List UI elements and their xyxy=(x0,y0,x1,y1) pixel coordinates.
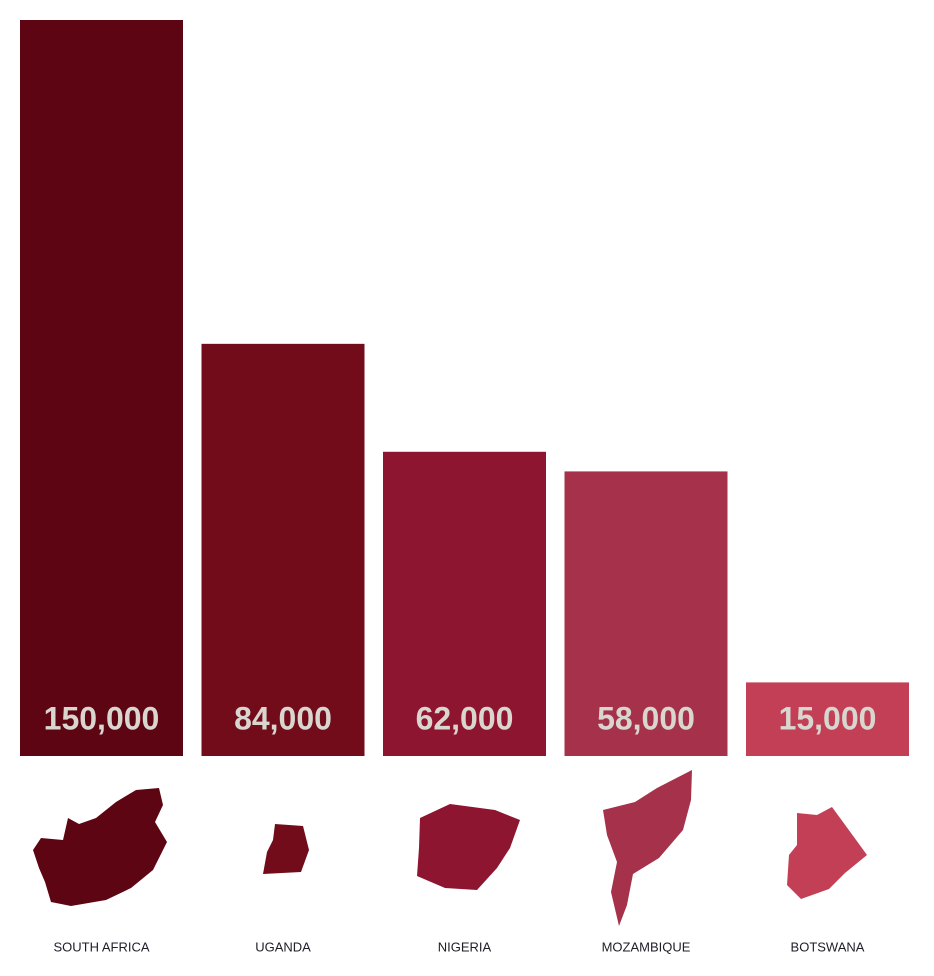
country-shape xyxy=(33,788,167,906)
value-label: 58,000 xyxy=(597,700,695,736)
category-label: SOUTH AFRICA xyxy=(53,939,149,954)
country-shape xyxy=(263,824,309,874)
country-shape xyxy=(787,807,867,899)
bar xyxy=(564,471,728,756)
value-label: 84,000 xyxy=(234,700,332,736)
country-shape xyxy=(417,804,520,890)
bar xyxy=(20,20,183,756)
value-label: 15,000 xyxy=(779,700,877,736)
country-shapes xyxy=(33,770,867,926)
value-label: 150,000 xyxy=(44,700,160,736)
category-label: UGANDA xyxy=(255,939,311,954)
category-label: MOZAMBIQUE xyxy=(602,939,691,954)
bar xyxy=(201,343,365,756)
country-shape xyxy=(603,770,692,926)
value-label: 62,000 xyxy=(416,700,514,736)
category-label: BOTSWANA xyxy=(791,939,865,954)
bar xyxy=(383,451,546,756)
category-label: NIGERIA xyxy=(438,939,492,954)
bar xyxy=(746,682,909,756)
